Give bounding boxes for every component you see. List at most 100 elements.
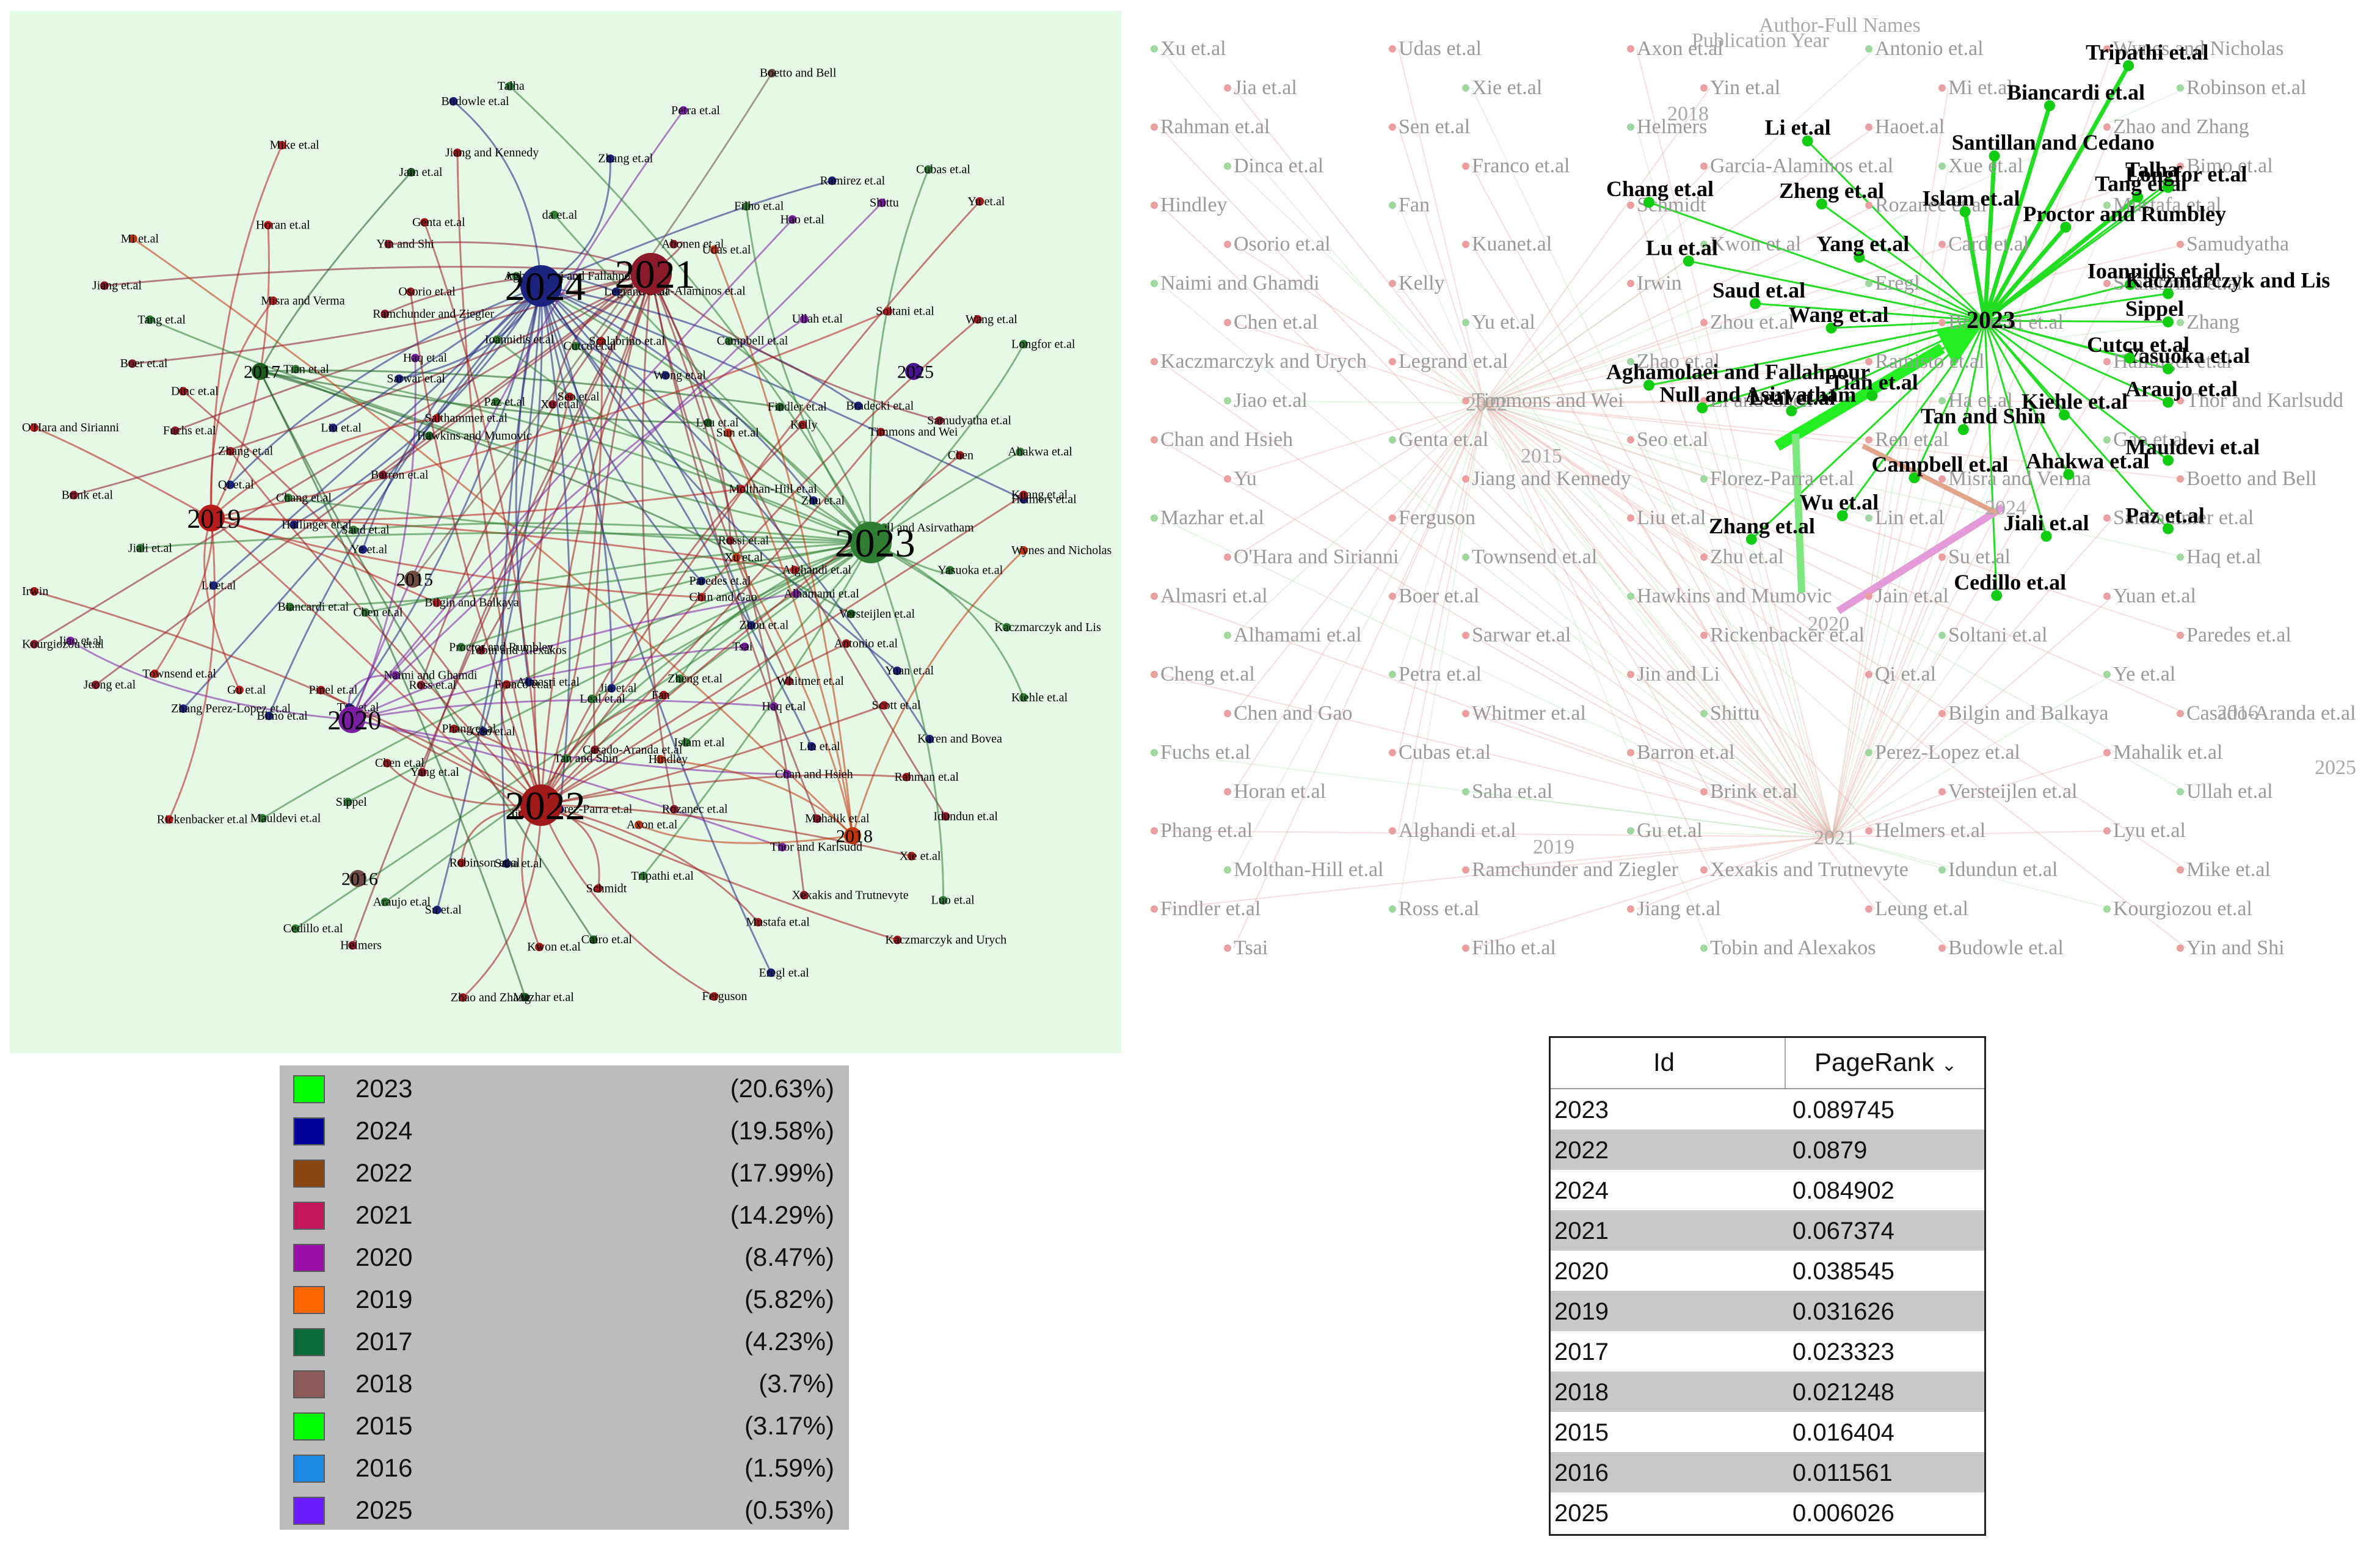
graph-node[interactable] xyxy=(69,491,78,500)
graph-node[interactable] xyxy=(799,891,809,900)
graph-node[interactable] xyxy=(2043,100,2055,112)
graph-node[interactable] xyxy=(941,812,950,821)
graph-node[interactable] xyxy=(179,704,188,713)
graph-node[interactable] xyxy=(1700,866,1708,874)
right-network-graph[interactable]: Xu et.al Udas et.al Axon et.al Antonio et.a… xyxy=(1148,6,2370,1039)
graph-node[interactable] xyxy=(798,420,807,429)
graph-node[interactable] xyxy=(606,154,615,163)
graph-node[interactable] xyxy=(2132,191,2144,203)
graph-node[interactable] xyxy=(477,646,486,655)
graph-node[interactable] xyxy=(2177,163,2184,170)
graph-node[interactable] xyxy=(264,711,274,720)
graph-node[interactable] xyxy=(784,677,793,686)
graph-node[interactable] xyxy=(659,690,668,699)
graph-node[interactable] xyxy=(432,598,442,607)
graph-node[interactable] xyxy=(2163,396,2174,408)
graph-node[interactable] xyxy=(1627,280,1634,287)
graph-node[interactable] xyxy=(417,681,426,690)
graph-node[interactable] xyxy=(766,968,776,977)
graph-node[interactable] xyxy=(1224,632,1231,639)
graph-node[interactable] xyxy=(2163,523,2174,535)
graph-node[interactable] xyxy=(1938,84,1946,92)
graph-node[interactable] xyxy=(225,480,235,489)
graph-node[interactable] xyxy=(2040,530,2052,542)
graph-node[interactable] xyxy=(1151,827,1158,835)
graph-node[interactable] xyxy=(30,640,38,649)
graph-node[interactable] xyxy=(2177,710,2184,717)
graph-node[interactable] xyxy=(710,245,719,254)
graph-node[interactable] xyxy=(1700,553,1708,561)
graph-node[interactable] xyxy=(2163,181,2174,193)
graph-node[interactable] xyxy=(588,694,597,703)
graph-node[interactable] xyxy=(1938,944,1946,952)
graph-node[interactable] xyxy=(2103,593,2111,600)
graph-node[interactable] xyxy=(283,493,293,502)
graph-node[interactable] xyxy=(1151,671,1158,678)
graph-node[interactable] xyxy=(449,97,458,106)
graph-node[interactable] xyxy=(2059,409,2070,421)
graph-node[interactable] xyxy=(30,423,38,432)
graph-node[interactable] xyxy=(329,423,338,433)
graph-node[interactable] xyxy=(767,68,776,78)
graph-node[interactable] xyxy=(726,536,735,545)
table-row[interactable]: 2020 0.038545 xyxy=(1551,1251,1984,1291)
graph-node[interactable] xyxy=(740,642,749,651)
graph-node[interactable] xyxy=(973,315,982,324)
graph-node[interactable] xyxy=(2103,671,2111,678)
graph-node[interactable] xyxy=(2103,905,2111,913)
graph-node[interactable] xyxy=(380,897,390,907)
graph-node[interactable] xyxy=(1627,358,1634,365)
graph-node[interactable] xyxy=(380,309,390,318)
graph-node[interactable] xyxy=(1462,84,1469,92)
graph-node[interactable] xyxy=(378,470,387,480)
graph-node[interactable] xyxy=(2103,358,2111,365)
graph-node[interactable] xyxy=(669,239,679,249)
graph-node[interactable] xyxy=(1627,593,1634,600)
graph-node[interactable] xyxy=(876,428,886,437)
graph-node[interactable] xyxy=(1816,198,1827,210)
graph-node[interactable] xyxy=(512,272,521,281)
graph-node[interactable] xyxy=(1865,593,1872,600)
graph-node[interactable] xyxy=(1389,202,1396,209)
graph-node[interactable] xyxy=(697,593,706,602)
graph-node[interactable] xyxy=(1865,749,1872,756)
graph-node[interactable] xyxy=(1854,252,1865,263)
graph-node[interactable] xyxy=(1991,590,2003,601)
graph-node[interactable] xyxy=(550,210,559,219)
graph-node[interactable] xyxy=(1151,280,1158,287)
graph-node[interactable] xyxy=(612,287,621,296)
graph-node[interactable] xyxy=(590,745,599,754)
graph-node[interactable] xyxy=(1389,358,1396,365)
graph-node[interactable] xyxy=(150,669,159,678)
graph-node[interactable] xyxy=(788,215,797,224)
graph-node[interactable] xyxy=(1938,866,1946,874)
graph-node[interactable] xyxy=(813,814,822,824)
graph-node[interactable] xyxy=(457,643,466,652)
column-header-id[interactable]: Id xyxy=(1653,1048,1675,1076)
graph-node[interactable] xyxy=(1389,749,1396,756)
graph-node[interactable] xyxy=(2163,316,2174,327)
graph-node[interactable] xyxy=(1643,379,1654,391)
graph-node[interactable] xyxy=(809,496,818,505)
graph-node[interactable] xyxy=(1989,150,2000,162)
graph-node[interactable] xyxy=(1627,123,1634,131)
graph-node[interactable] xyxy=(1938,475,1946,483)
graph-node[interactable] xyxy=(145,315,155,324)
graph-node[interactable] xyxy=(1957,424,1969,436)
graph-node[interactable] xyxy=(1865,436,1872,444)
graph-node[interactable] xyxy=(1151,45,1158,53)
graph-node[interactable] xyxy=(2177,84,2184,92)
graph-node[interactable] xyxy=(878,198,887,207)
graph-node[interactable] xyxy=(925,734,934,743)
legend-row[interactable]: 2019 (5.82%) xyxy=(280,1279,849,1321)
graph-node[interactable] xyxy=(2123,60,2134,71)
left-network-graph[interactable]: Paredes et.al Zhou et.al Whitmer et.al Lin … xyxy=(10,11,1121,1053)
graph-node[interactable] xyxy=(1865,358,1872,365)
graph-node[interactable] xyxy=(975,197,984,206)
graph-node[interactable] xyxy=(1959,206,1971,217)
hub-node[interactable] xyxy=(198,505,225,531)
hub-node[interactable] xyxy=(520,265,562,307)
graph-node[interactable] xyxy=(100,281,109,290)
graph-node[interactable] xyxy=(2163,363,2174,374)
graph-node[interactable] xyxy=(1700,475,1708,483)
